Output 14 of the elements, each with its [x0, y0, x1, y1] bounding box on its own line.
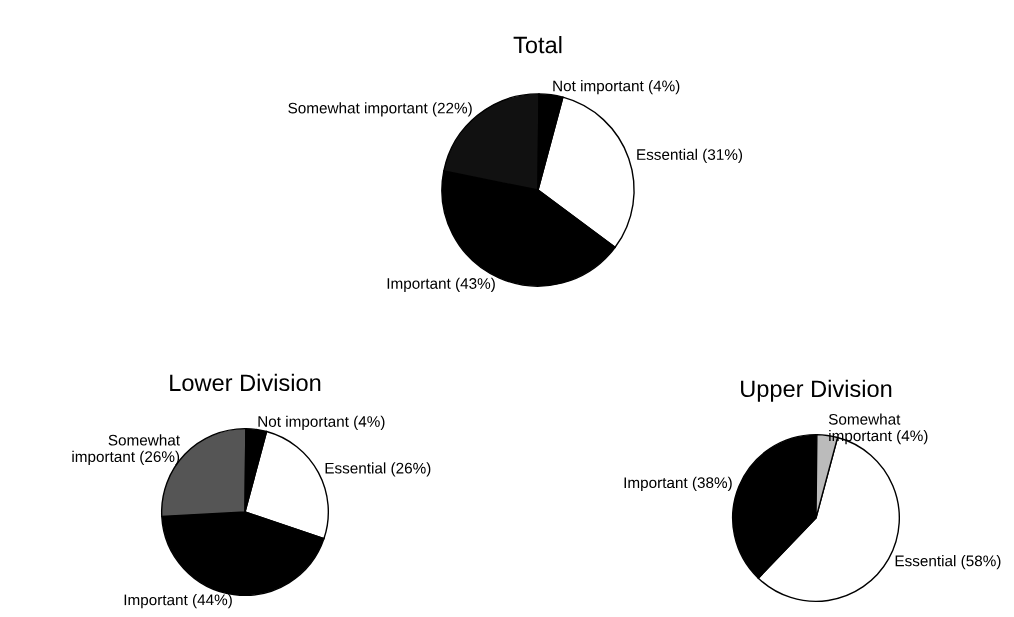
chart-title: Upper Division	[741, 379, 892, 402]
slice-label: Somewhat important (22%)	[288, 102, 472, 117]
slice-label: Somewhat important (26%)	[72, 434, 180, 466]
slice-label: Not important (4%)	[258, 415, 385, 430]
slice-label: Somewhat important (4%)	[828, 413, 928, 445]
slice-label: Essential (31%)	[637, 148, 743, 163]
slice-label: Essential (58%)	[895, 555, 1001, 570]
slice-label: Important (43%)	[387, 277, 495, 292]
chart-title: Lower Division	[170, 373, 321, 392]
slice-label: Not important (4%)	[553, 80, 680, 95]
slice-label: Important (44%)	[124, 594, 232, 609]
slice-label: Essential (26%)	[325, 462, 431, 477]
slice-label: Important (38%)	[624, 476, 732, 492]
chart-title: Total	[513, 36, 562, 54]
